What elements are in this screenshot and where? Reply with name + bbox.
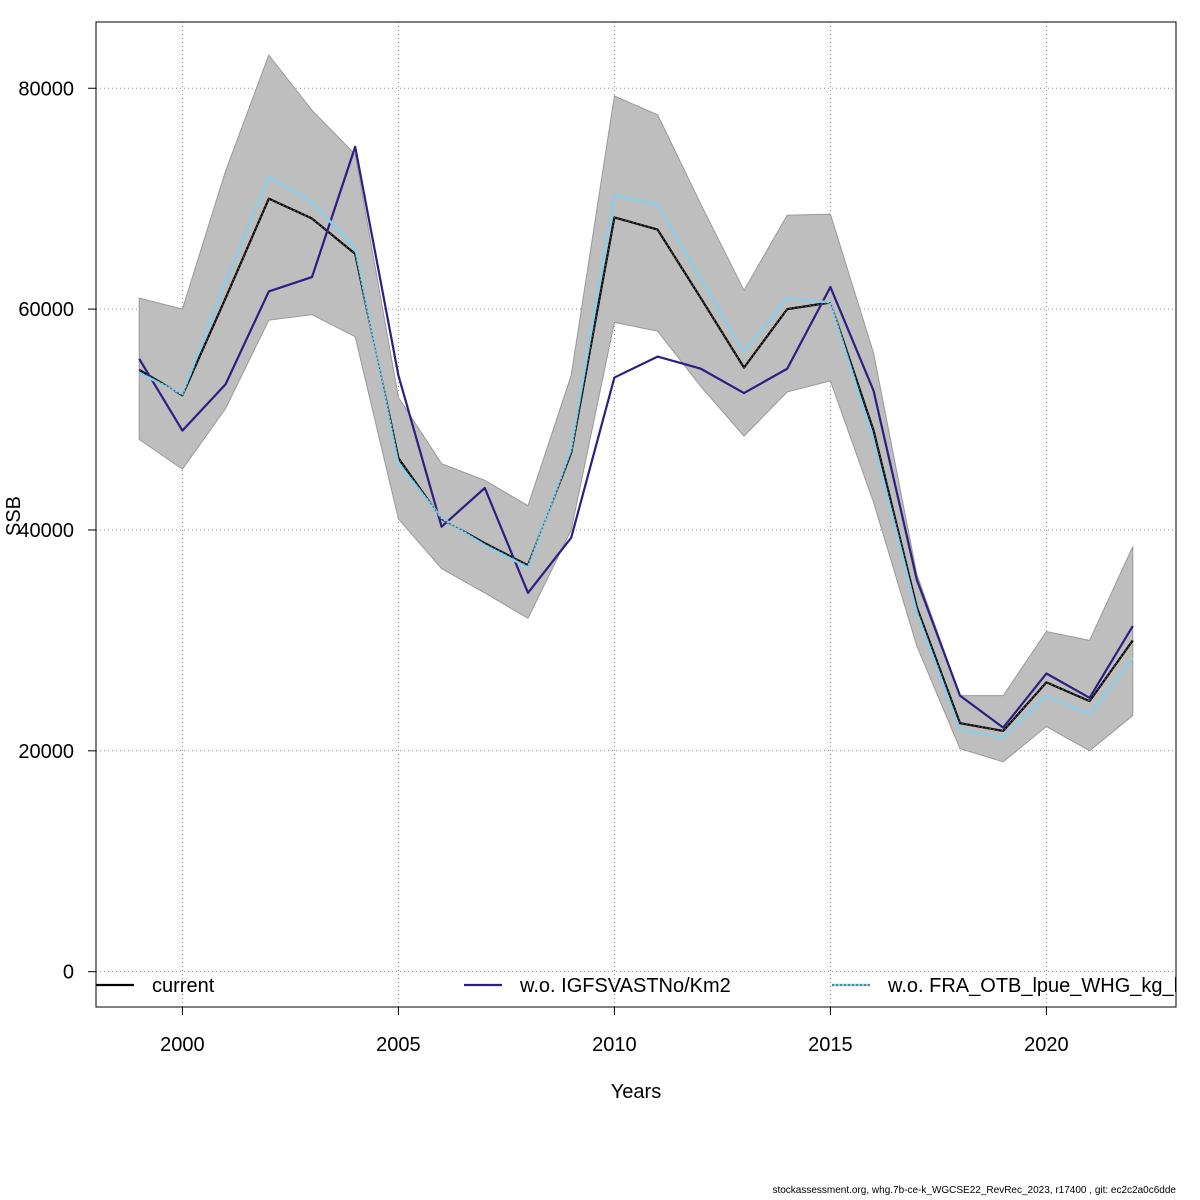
x-tick-label: 2020 — [1024, 1034, 1069, 1056]
y-axis-label: SSB — [3, 496, 25, 536]
plot-frame — [95, 21, 1177, 1008]
x-axis-label: Years — [611, 1081, 661, 1103]
axes: 2000 2005 2010 2015 2020 0 20000 40000 60000 8000… — [18, 78, 1068, 1056]
series-lines — [138, 145, 1134, 739]
y-tick-label: 0 — [63, 962, 74, 984]
series-line-1 — [138, 145, 1134, 729]
series-line-0-overlay — [138, 198, 1134, 732]
legend-label-1: w.o. IGFSVASTNo/Km2 — [519, 975, 731, 997]
series-line-2 — [138, 175, 1134, 739]
x-tick-label: 2015 — [808, 1034, 853, 1056]
y-tick-label: 60000 — [18, 299, 74, 321]
x-tick-label: 2010 — [592, 1034, 637, 1056]
y-tick-label: 20000 — [18, 741, 74, 763]
x-tick-label: 2005 — [376, 1034, 421, 1056]
legend-items: current w.o. IGFSVASTNo/Km2 w.o. FRA_OTB_l… — [96, 975, 1185, 997]
confidence-band-area — [138, 54, 1134, 763]
y-tick-label: 40000 — [18, 520, 74, 542]
legend: current w.o. IGFSVASTNo/Km2 w.o. FRA_OTB_l… — [96, 975, 1185, 997]
legend-label-0: current — [152, 975, 215, 997]
x-tick-label: 2000 — [160, 1034, 205, 1056]
confidence-band — [138, 54, 1134, 763]
y-tick-label: 80000 — [18, 78, 74, 100]
legend-label-2: w.o. FRA_OTB_lpue_WHG_kg_h — [887, 975, 1185, 997]
footer-credit: stockassessment.org, whg.7b-ce-k_WGCSE22… — [772, 1185, 1176, 1196]
